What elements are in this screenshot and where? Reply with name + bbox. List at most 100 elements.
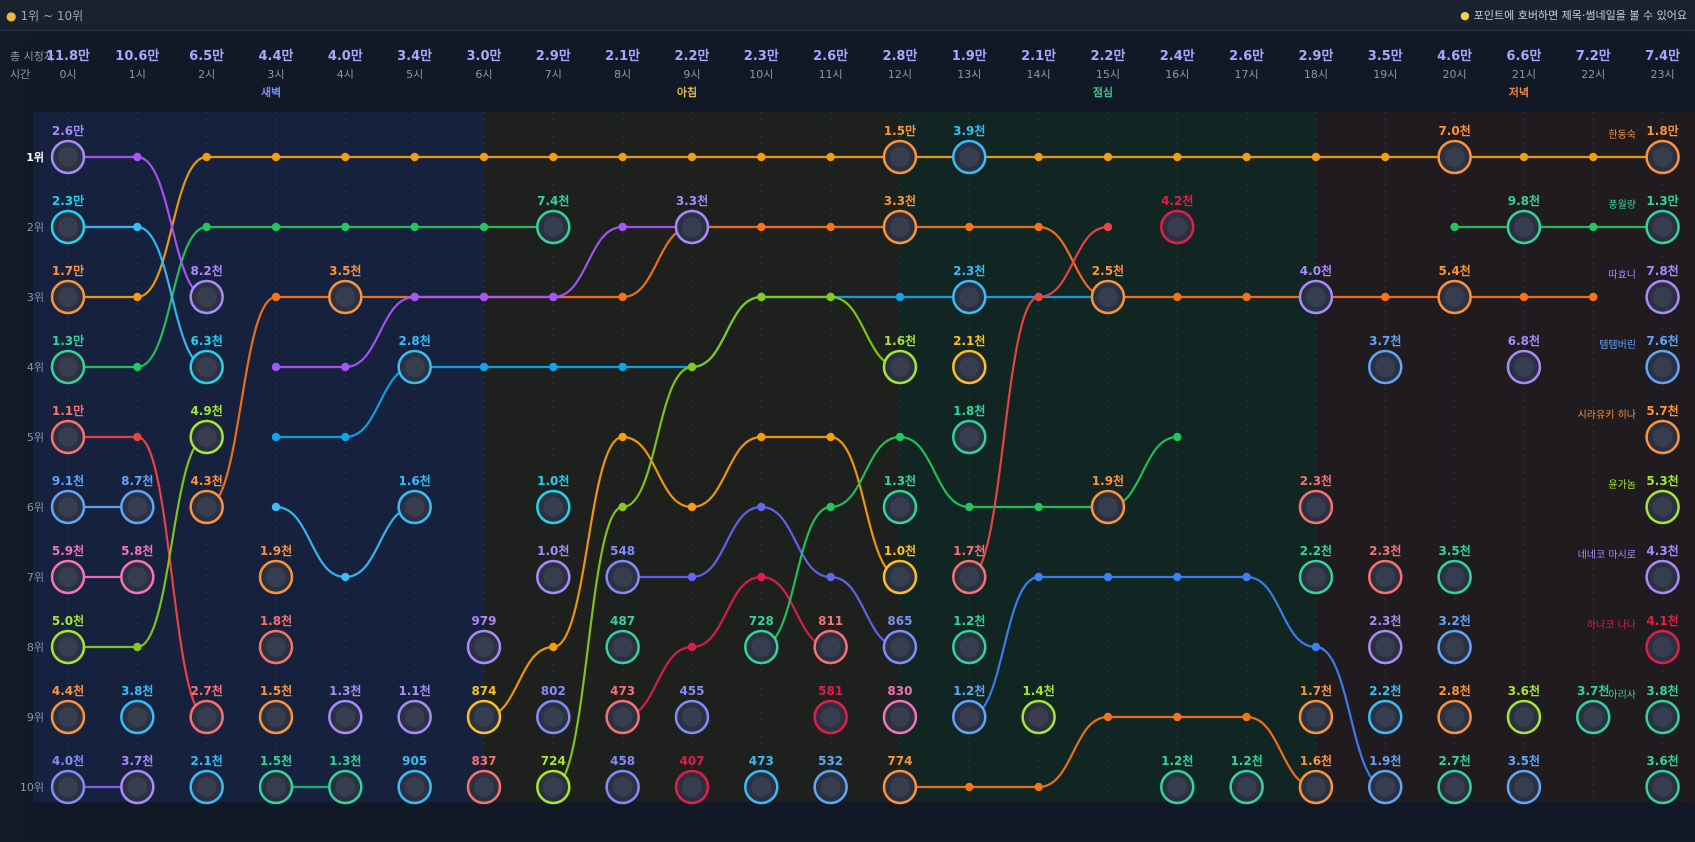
streamer-avatar-face: [1167, 777, 1188, 797]
point-viewer-label: 4.3천: [191, 473, 223, 488]
series-point: [133, 292, 142, 302]
streamer-avatar-face: [681, 777, 702, 797]
series-line: [67, 225, 207, 369]
series-point: [549, 642, 558, 652]
streamer-avatar-face: [543, 497, 564, 517]
series-point: [133, 642, 142, 652]
point-viewer-label: 1.7천: [953, 543, 985, 558]
rank-axis-label: 8위: [27, 641, 44, 654]
streamer-avatar-face: [1652, 497, 1673, 517]
point-viewer-label: 548: [610, 544, 635, 558]
series-point: [479, 292, 489, 302]
series-line: [969, 575, 1386, 789]
series-point: [1519, 152, 1529, 162]
streamer-name-label: 네네코 마시로: [1578, 549, 1636, 561]
hour-tick-label: 17시: [1235, 68, 1259, 81]
point-viewer-label: 811: [818, 614, 843, 628]
hour-tick-label: 9시: [683, 68, 700, 81]
streamer-avatar-face: [1652, 287, 1673, 307]
series-point: [341, 572, 350, 582]
point-viewer-label: 865: [887, 614, 912, 628]
series-point: [1103, 572, 1113, 582]
series-point: [757, 502, 766, 512]
series-point: [1034, 782, 1043, 792]
series-point: [1242, 152, 1251, 162]
series-point: [479, 222, 489, 232]
point-viewer-label: 1.6천: [1300, 753, 1332, 768]
hour-total-viewers: 1.9만: [952, 48, 987, 64]
streamer-avatar-face: [58, 777, 78, 797]
point-viewer-label: 487: [610, 614, 635, 628]
series-point: [1589, 292, 1598, 302]
series-point: [826, 152, 835, 162]
series-point: [341, 152, 350, 162]
series-point: [826, 292, 835, 302]
hour-total-viewers: 2.2만: [1090, 48, 1125, 64]
point-viewer-label: 1.0천: [884, 543, 916, 558]
series-point: [410, 152, 419, 162]
hour-tick-label: 5시: [406, 68, 423, 81]
point-viewer-label: 1.2천: [953, 683, 985, 698]
series-point: [965, 782, 974, 792]
series-point: [479, 152, 489, 162]
streamer-avatar-face: [473, 707, 494, 727]
streamer-avatar-face: [1444, 287, 1465, 307]
series-point: [826, 502, 835, 512]
streamer-avatar-face: [1652, 777, 1673, 797]
point-viewer-label: 532: [818, 754, 843, 768]
point-viewer-label: 581: [818, 684, 843, 698]
point-viewer-label: 2.7천: [191, 683, 223, 698]
streamer-avatar-face: [751, 777, 772, 797]
point-viewer-label: 4.1천: [1646, 613, 1678, 628]
streamer-name-label: 윤가놈: [1608, 479, 1636, 491]
point-viewer-label: 4.0천: [1300, 263, 1332, 278]
hour-total-viewers: 7.2만: [1576, 48, 1611, 64]
point-viewer-label: 1.6천: [884, 333, 916, 348]
series-point: [271, 432, 281, 442]
streamer-avatar-face: [889, 637, 910, 657]
streamer-avatar-face: [959, 147, 980, 167]
point-viewer-label: 8.2천: [191, 263, 223, 278]
series-point: [826, 432, 835, 442]
point-viewer-label: 728: [749, 614, 774, 628]
point-viewer-label: 3.6천: [1508, 683, 1540, 698]
streamer-avatar-face: [127, 497, 148, 517]
point-viewer-label: 3.7천: [121, 753, 153, 768]
rank-axis-label: 4위: [27, 361, 44, 374]
series-point: [133, 362, 142, 372]
series-point: [618, 362, 627, 372]
hour-total-viewers: 2.6만: [813, 48, 848, 64]
hour-total-viewers: 4.6만: [1437, 48, 1472, 64]
series-point: [410, 292, 419, 302]
series-point: [1034, 222, 1043, 232]
streamer-avatar-face: [959, 357, 980, 377]
hour-total-viewers: 2.6만: [1229, 48, 1264, 64]
hour-tick-label: 16시: [1165, 68, 1189, 81]
series-point: [1242, 572, 1251, 582]
streamer-avatar-face: [1513, 217, 1534, 237]
streamer-avatar-face: [889, 567, 910, 587]
series-line: [68, 155, 207, 299]
series-point: [1034, 572, 1043, 582]
hour-total-viewers: 4.4만: [258, 48, 293, 64]
series-point: [271, 502, 281, 512]
streamer-avatar-face: [959, 707, 980, 727]
point-viewer-label: 830: [887, 684, 912, 698]
point-viewer-label: 2.3천: [1369, 543, 1401, 558]
series-point: [687, 502, 697, 512]
period-label: 저녁: [1509, 85, 1529, 99]
hour-total-viewers: 2.9만: [1298, 48, 1333, 64]
point-viewer-label: 455: [679, 684, 704, 698]
series-point: [1311, 152, 1321, 162]
streamer-avatar-face: [58, 217, 78, 237]
streamer-avatar-face: [1097, 287, 1118, 307]
streamer-avatar-face: [889, 217, 910, 237]
point-viewer-label: 7.0천: [1438, 123, 1470, 138]
streamer-avatar-face: [1444, 637, 1465, 657]
streamer-avatar-face: [612, 637, 633, 657]
streamer-avatar-face: [1513, 777, 1534, 797]
streamer-avatar-face: [1375, 777, 1396, 797]
series-point: [1589, 152, 1598, 162]
point-viewer-label: 2.8천: [1438, 683, 1470, 698]
hour-total-viewers: 4.0만: [328, 48, 363, 64]
